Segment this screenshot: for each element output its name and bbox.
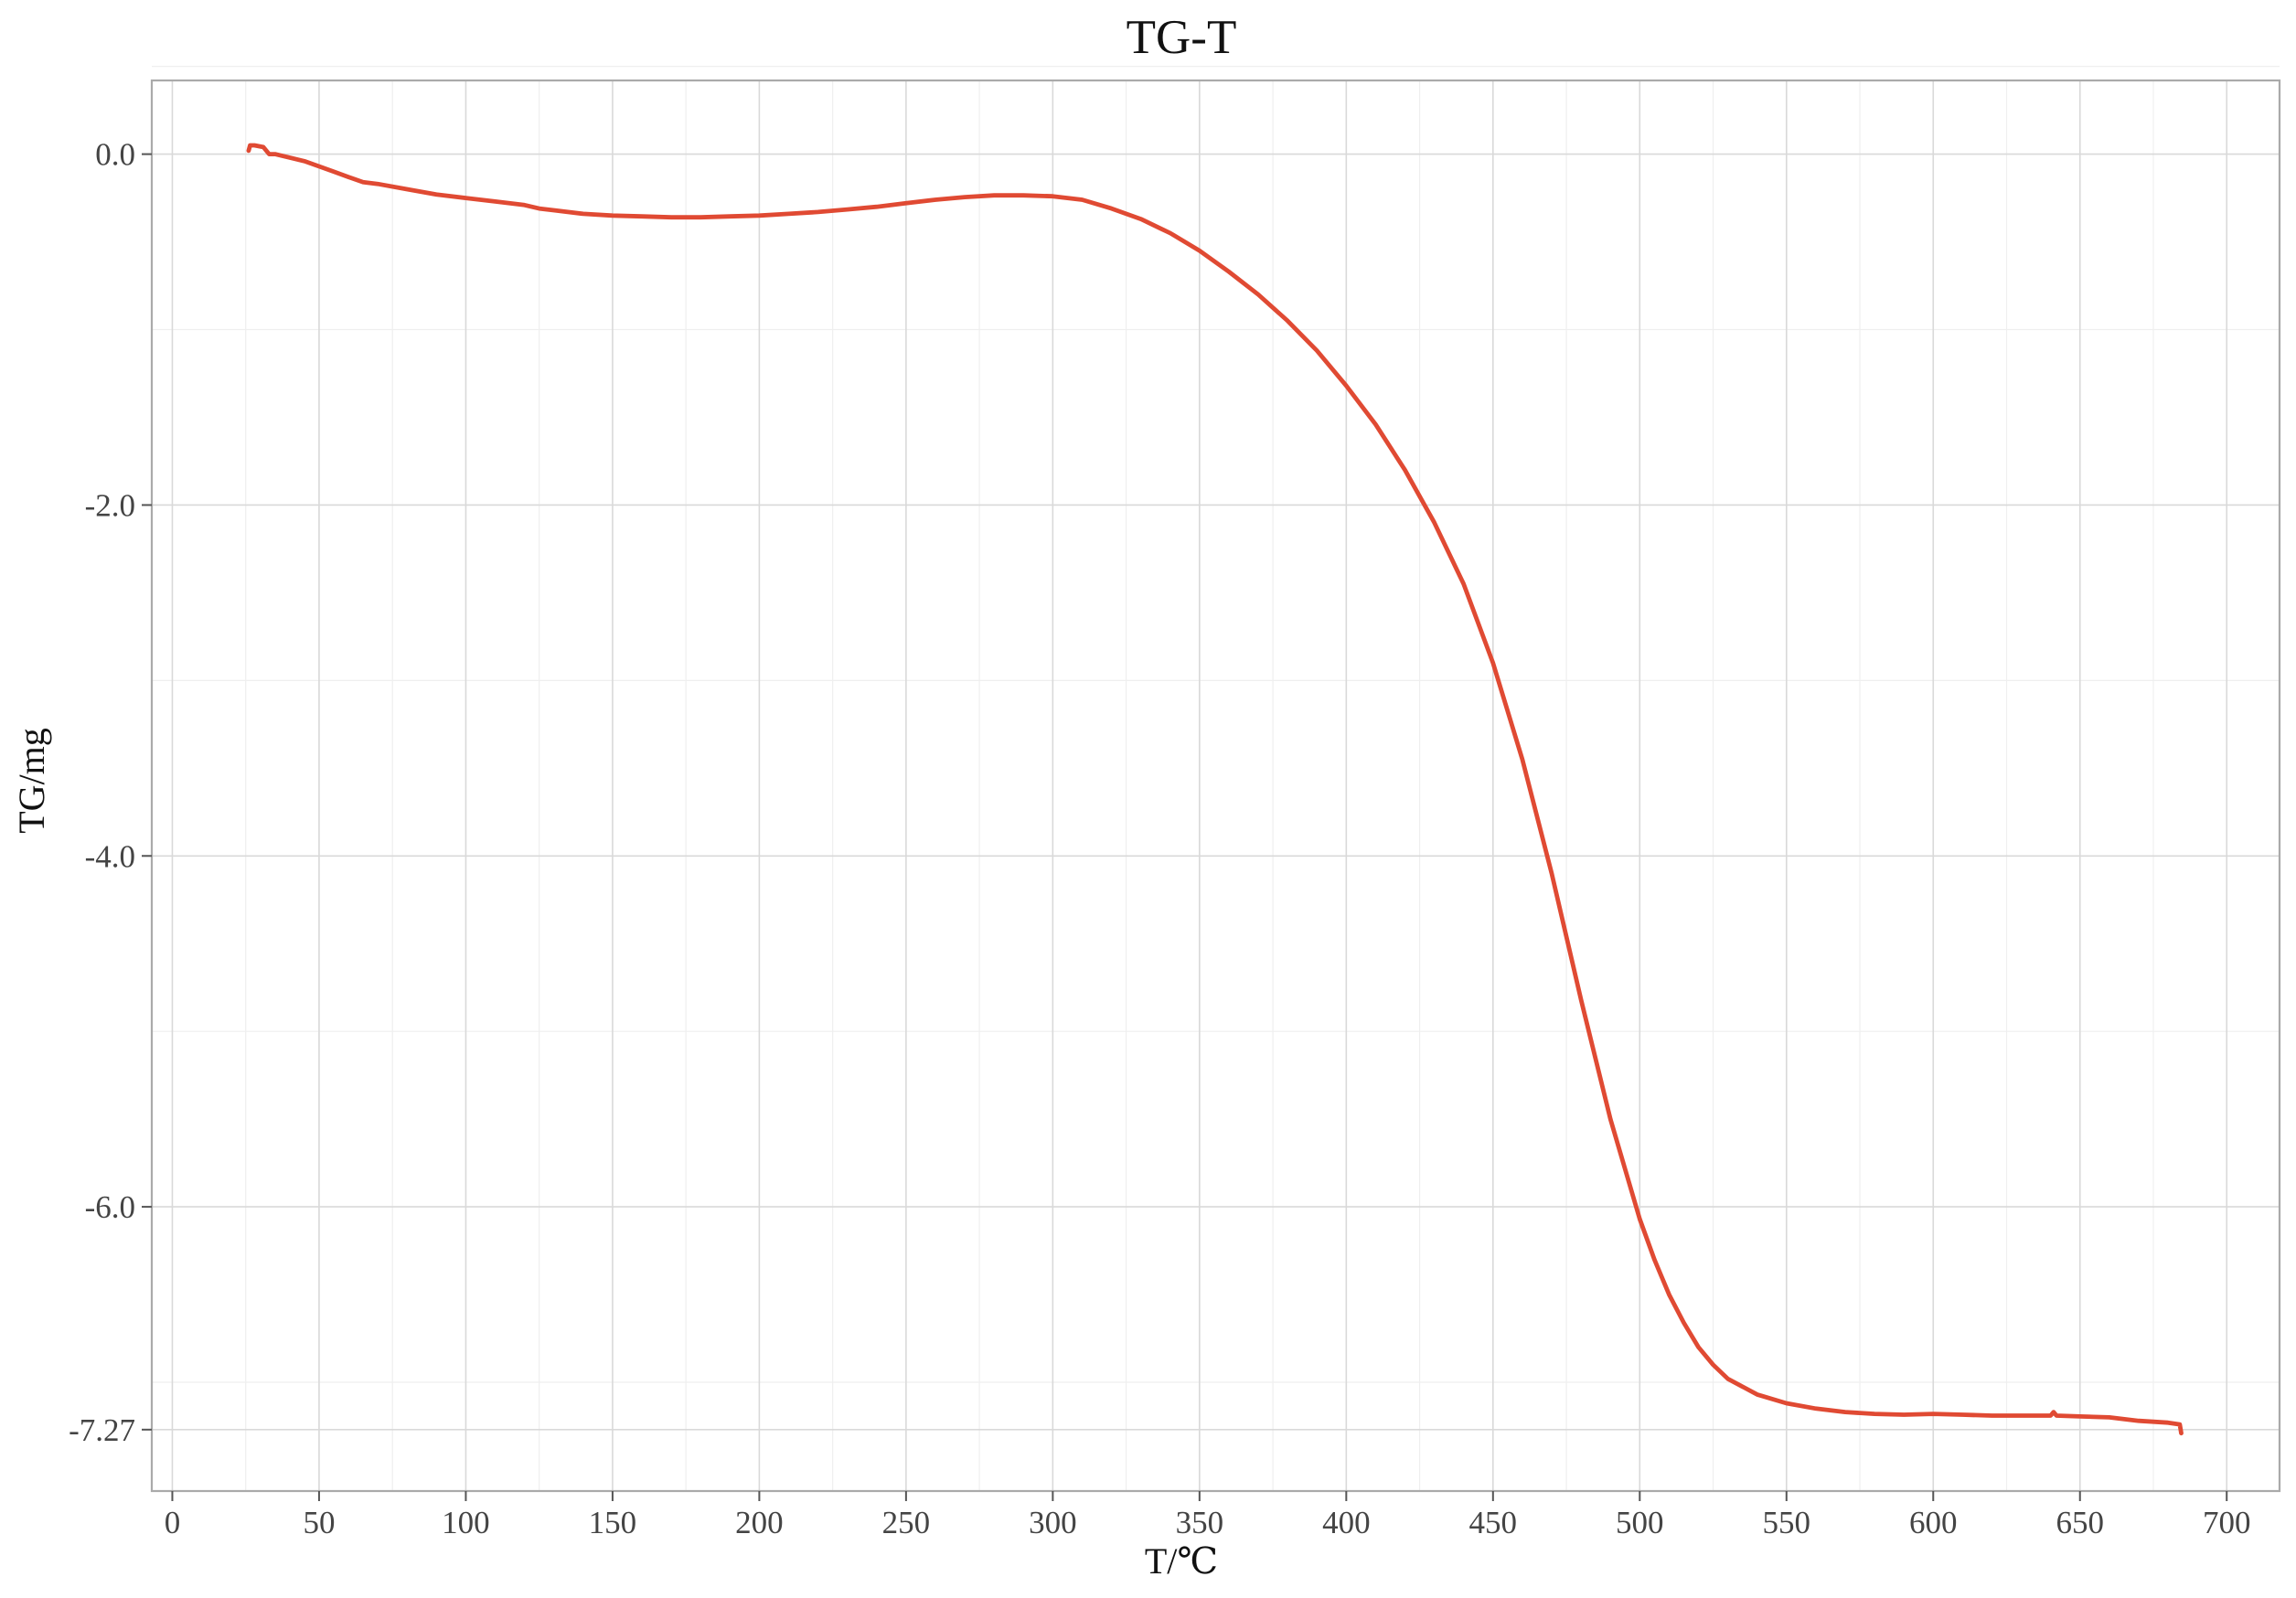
x-tick-label: 550 bbox=[1763, 1505, 1811, 1540]
x-tick-label: 500 bbox=[1616, 1505, 1664, 1540]
grid bbox=[152, 66, 2280, 1491]
y-tick-label: 0.0 bbox=[95, 137, 135, 173]
x-tick-label: 100 bbox=[442, 1505, 490, 1540]
x-tick-label: 400 bbox=[1322, 1505, 1371, 1540]
y-tick-label: -7.27 bbox=[69, 1412, 135, 1448]
y-axis: 0.0 -2.0 -4.0 -6.0 -7.27 bbox=[69, 137, 152, 1448]
y-tick-label: -6.0 bbox=[85, 1189, 135, 1225]
x-tick-label: 650 bbox=[2056, 1505, 2104, 1540]
x-tick-label: 700 bbox=[2203, 1505, 2251, 1540]
x-tick-label: 450 bbox=[1469, 1505, 1518, 1540]
x-tick-label: 200 bbox=[735, 1505, 784, 1540]
chart-title: TG-T bbox=[1127, 11, 1237, 64]
x-tick-label: 50 bbox=[303, 1505, 335, 1540]
x-axis-label: T/℃ bbox=[1145, 1540, 1218, 1582]
x-tick-label: 150 bbox=[589, 1505, 637, 1540]
y-tick-label: -4.0 bbox=[85, 838, 135, 874]
y-axis-label: TG/mg bbox=[11, 728, 52, 834]
series-group bbox=[246, 143, 2184, 1436]
y-tick-label: -2.0 bbox=[85, 487, 135, 523]
x-tick-label: 600 bbox=[1909, 1505, 1958, 1540]
x-tick-label: 250 bbox=[882, 1505, 931, 1540]
plot-frame bbox=[150, 79, 2281, 1493]
x-tick-label: 0 bbox=[165, 1505, 181, 1540]
tg-series-line bbox=[246, 143, 2184, 1436]
x-axis: 0 50 100 150 200 250 300 350 400 450 500 550 600 650 7… bbox=[165, 1491, 2251, 1540]
x-tick-label: 350 bbox=[1176, 1505, 1224, 1540]
x-tick-label: 300 bbox=[1029, 1505, 1077, 1540]
